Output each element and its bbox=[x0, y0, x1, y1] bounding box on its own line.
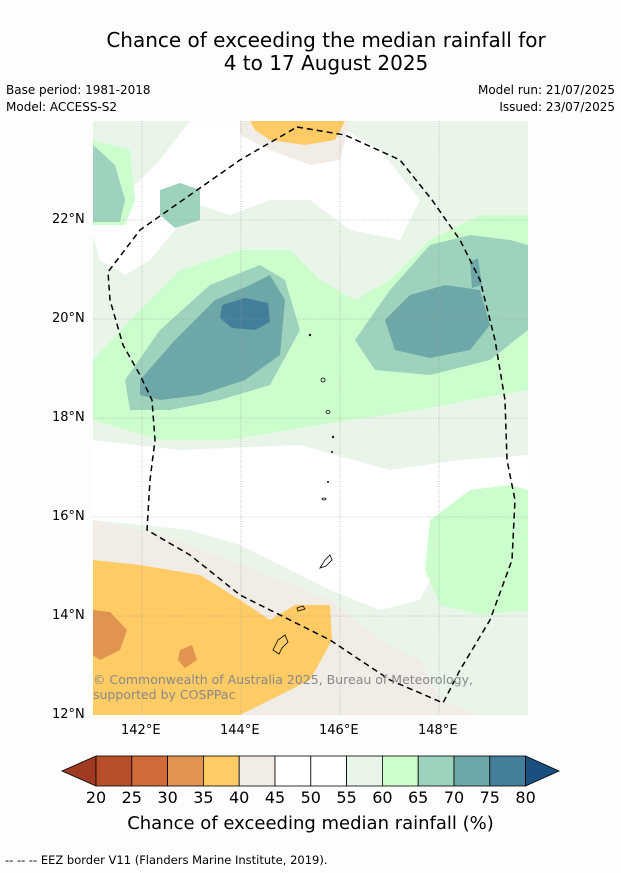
colorbar-extend-low bbox=[61, 755, 97, 787]
island-outline bbox=[308, 333, 312, 337]
colorbar-label: 40 bbox=[229, 788, 250, 807]
colorbar-label: 65 bbox=[408, 788, 429, 807]
region-30-35-spot bbox=[178, 645, 197, 668]
colorbar-label: 25 bbox=[121, 788, 142, 807]
island-outline bbox=[330, 450, 333, 453]
lon-tick-146: 146°E bbox=[319, 723, 359, 738]
colorbar-label: 75 bbox=[479, 788, 500, 807]
colorbar-segment bbox=[381, 755, 419, 787]
map-title-line2: 4 to 17 August 2025 bbox=[223, 51, 429, 75]
island-outlines bbox=[272, 333, 335, 655]
region-35-40-north bbox=[250, 121, 345, 145]
colorbar-label: 50 bbox=[300, 788, 321, 807]
saipan-outline bbox=[319, 554, 333, 569]
lat-tick-20: 20°N bbox=[52, 311, 85, 326]
colorbar-label: 30 bbox=[157, 788, 178, 807]
colorbar-label: 80 bbox=[515, 788, 536, 807]
island-outline bbox=[320, 377, 326, 383]
region-60-65-se bbox=[425, 485, 528, 615]
colorbar-segment bbox=[453, 755, 491, 787]
colorbar-label: 60 bbox=[372, 788, 393, 807]
colorbar-label: 55 bbox=[336, 788, 357, 807]
colorbar-segment bbox=[310, 755, 347, 787]
island-outline bbox=[325, 410, 331, 414]
colorbar-label: 20 bbox=[85, 788, 107, 807]
island-outline bbox=[326, 480, 329, 483]
model-run-date: Model run: 21/07/2025 bbox=[477, 83, 615, 97]
region-35-40-south bbox=[93, 560, 332, 715]
region-45-55-center bbox=[93, 440, 528, 610]
colorbar-label: 70 bbox=[443, 788, 465, 807]
colorbar-segment bbox=[489, 755, 526, 787]
colorbar-extend-high bbox=[525, 755, 560, 787]
island-outline bbox=[321, 497, 327, 501]
lat-tick-14: 14°N bbox=[52, 608, 85, 623]
copyright-credit: © Commonwealth of Australia 2025, Bureau… bbox=[93, 672, 473, 702]
lon-tick-142: 142°E bbox=[121, 723, 161, 738]
map-title-line1: Chance of exceeding the median rainfall … bbox=[106, 28, 546, 52]
colorbar-segment bbox=[95, 755, 133, 787]
lon-tick-148: 148°E bbox=[418, 723, 458, 738]
lat-tick-12: 12°N bbox=[52, 707, 85, 722]
colorbar-title: Chance of exceeding median rainfall (%) bbox=[127, 813, 494, 834]
issued-date: Issued: 23/07/2025 bbox=[499, 100, 615, 114]
region-70-75-east bbox=[385, 285, 490, 358]
colorbar-label: 45 bbox=[264, 788, 286, 807]
eez-border bbox=[107, 126, 516, 704]
colorbar-segment bbox=[238, 755, 276, 787]
lat-tick-22: 22°N bbox=[52, 212, 85, 227]
region-75-80 bbox=[220, 298, 270, 330]
colorbar-segment bbox=[131, 755, 169, 787]
colorbar-segment bbox=[274, 755, 312, 787]
eez-footnote: -- -- -- EEZ border V11 (Flanders Marine… bbox=[5, 853, 328, 867]
probability-map bbox=[93, 121, 528, 715]
base-period: Base period: 1981-2018 bbox=[6, 83, 151, 97]
lat-tick-18: 18°N bbox=[52, 410, 85, 425]
region-30-35-west bbox=[93, 610, 127, 660]
lat-tick-16: 16°N bbox=[52, 509, 85, 524]
rota-outline bbox=[296, 605, 306, 612]
colorbar-segment bbox=[202, 755, 240, 787]
lon-tick-144: 144°E bbox=[220, 723, 260, 738]
graticule bbox=[93, 121, 528, 715]
colorbar-segment bbox=[346, 755, 383, 787]
colorbar-label: 35 bbox=[193, 788, 214, 807]
model-name: Model: ACCESS-S2 bbox=[6, 100, 118, 114]
region-65-70-nw bbox=[93, 145, 125, 222]
island-outline bbox=[331, 435, 335, 439]
colorbar-segment bbox=[417, 755, 455, 787]
guam-outline bbox=[272, 634, 289, 655]
colorbar-segment bbox=[167, 755, 204, 787]
